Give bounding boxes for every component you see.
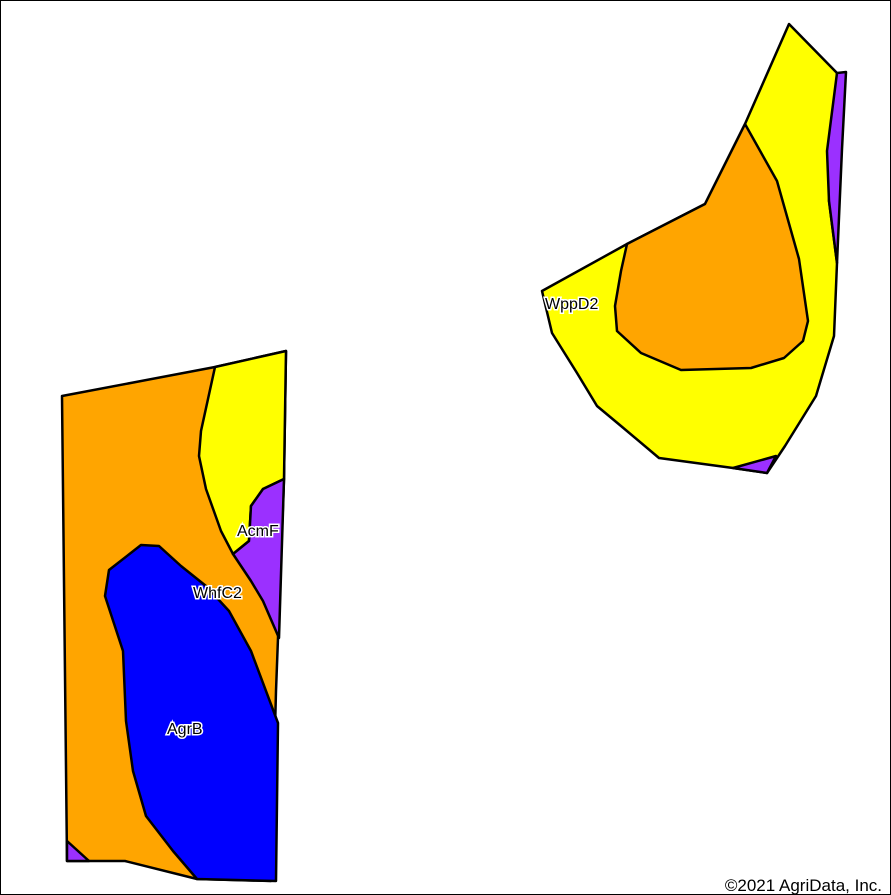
soil-polygon-purple-bottom[interactable] (731, 454, 778, 475)
soil-label-whfc2: WhfC2 (193, 585, 242, 602)
soil-polygon-purple-right-edge[interactable] (825, 70, 848, 265)
soil-label-wppd2: WppD2 (545, 296, 598, 313)
copyright-notice: ©2021 AgriData, Inc. (722, 876, 884, 895)
field-right (540, 22, 848, 475)
soil-label-agrb: AgrB (167, 721, 203, 738)
soil-polygon-orange-right[interactable] (613, 122, 810, 372)
soil-polygon-purple-bottom-left[interactable] (65, 839, 91, 863)
field-left (60, 349, 288, 883)
soil-label-acmf: AcmF (237, 523, 279, 540)
soil-polygon-acmf-purple[interactable] (231, 477, 286, 640)
soil-polygon-agrb-blue[interactable] (103, 543, 280, 883)
